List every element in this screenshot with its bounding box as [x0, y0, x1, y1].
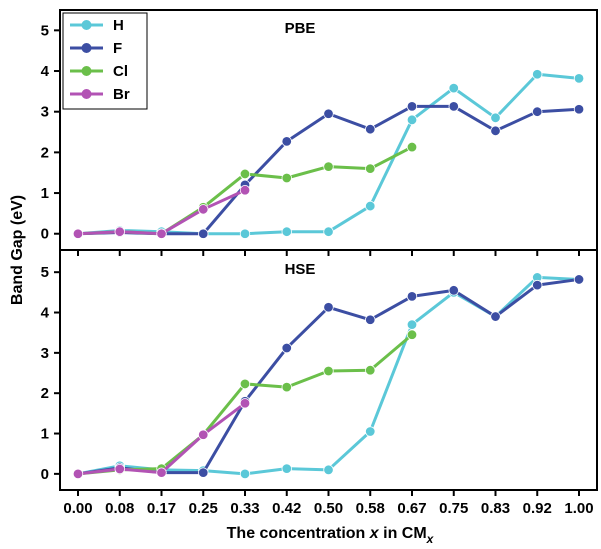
y-tick-label: 4 — [41, 63, 50, 80]
data-point-h — [365, 200, 376, 212]
data-point-cl — [239, 378, 251, 390]
legend-marker — [81, 89, 92, 99]
data-point-h — [490, 112, 501, 123]
y-tick-label: 5 — [41, 264, 49, 281]
data-point-h — [365, 426, 376, 437]
data-point-f — [281, 136, 292, 147]
data-point-br — [156, 467, 167, 478]
data-point-f — [448, 101, 459, 112]
data-point-cl — [323, 365, 334, 377]
data-point-br — [239, 398, 251, 409]
legend-marker — [81, 20, 92, 30]
data-point-f — [198, 228, 209, 239]
series-line-h — [77, 72, 580, 236]
y-tick-label: 1 — [41, 426, 49, 443]
data-point-f — [281, 342, 292, 354]
panel-title: HSE — [285, 261, 316, 278]
data-point-f — [532, 279, 543, 291]
data-point-br — [156, 228, 167, 239]
x-tick-label: 1.00 — [564, 500, 593, 517]
data-point-h — [406, 319, 418, 330]
data-point-h — [448, 82, 459, 94]
legend-marker — [81, 43, 92, 53]
x-axis-label-variable: x — [369, 525, 380, 542]
data-point-f — [323, 108, 334, 119]
data-point-f — [365, 123, 376, 135]
data-point-br — [72, 228, 84, 239]
y-tick-label: 0 — [41, 466, 49, 483]
x-tick-label: 0.50 — [314, 500, 343, 517]
y-axis-label: Band Gap (eV) — [9, 195, 26, 305]
data-point-cl — [281, 172, 292, 184]
legend-label: Br — [113, 86, 130, 103]
data-point-br — [198, 429, 209, 440]
data-point-cl — [323, 161, 334, 172]
data-point-f — [323, 302, 334, 313]
data-point-cl — [406, 329, 418, 340]
data-point-br — [239, 185, 251, 196]
data-point-cl — [406, 141, 418, 153]
x-tick-label: 0.58 — [356, 500, 385, 517]
data-point-br — [72, 468, 84, 480]
y-tick-label: 3 — [41, 104, 49, 121]
data-point-f — [490, 125, 501, 137]
y-tick-label: 1 — [41, 185, 49, 202]
data-point-h — [573, 73, 585, 84]
data-point-f — [532, 106, 543, 117]
x-axis-label-middle: in CM — [379, 525, 427, 542]
x-tick-label: 0.00 — [63, 500, 92, 517]
x-axis-label-prefix: The concentration — [227, 525, 370, 542]
y-tick-label: 4 — [41, 305, 50, 322]
data-point-cl — [365, 163, 376, 174]
x-tick-label: 0.33 — [230, 500, 259, 517]
x-axis-label: The concentration x in CMx — [227, 525, 435, 544]
data-point-br — [114, 463, 125, 475]
data-point-br — [114, 226, 125, 237]
legend-marker — [81, 66, 92, 76]
data-point-f — [406, 291, 418, 302]
y-tick-label: 5 — [41, 22, 49, 39]
y-tick-label: 2 — [41, 385, 49, 402]
data-point-cl — [239, 168, 251, 180]
data-point-h — [323, 226, 334, 237]
data-point-h — [239, 468, 251, 480]
legend-label: F — [113, 40, 122, 57]
x-tick-label: 0.75 — [439, 500, 468, 517]
data-point-f — [365, 314, 376, 325]
data-point-f — [490, 311, 501, 322]
y-tick-label: 0 — [41, 226, 49, 243]
x-tick-label: 0.08 — [105, 500, 134, 517]
legend-label: Cl — [113, 63, 128, 80]
data-point-h — [323, 464, 334, 476]
x-tick-label: 0.17 — [147, 500, 176, 517]
data-point-f — [573, 274, 585, 285]
data-point-f — [448, 285, 459, 296]
legend: HF Cl Br — [62, 12, 148, 110]
panel-title: PBE — [285, 20, 316, 37]
data-point-cl — [281, 381, 292, 393]
data-point-f — [573, 104, 585, 115]
data-point-br — [198, 204, 209, 215]
data-point-h — [239, 228, 251, 239]
panel-pbe: 0 1 2 3 4 5 PBE — [41, 9, 598, 256]
x-tick-label: 0.25 — [189, 500, 218, 517]
x-tick-label: 0.42 — [272, 500, 301, 517]
data-point-h — [281, 463, 292, 474]
x-tick-label: 0.83 — [481, 500, 510, 517]
data-point-h — [281, 226, 292, 237]
y-tick-label: 3 — [41, 345, 49, 362]
data-point-h — [406, 114, 418, 126]
data-point-cl — [365, 365, 376, 376]
legend-label: H — [113, 17, 124, 34]
x-axis-label-subscript: x — [426, 532, 435, 544]
y-tick-label: 2 — [41, 144, 49, 161]
x-tick-label: 0.67 — [397, 500, 426, 517]
panel-hse: 0 1 2 3 4 5 0.00 0.08 0.17 0.25 0.33 0.42 0.50 0.58 0.… — [41, 249, 598, 517]
data-point-f — [198, 467, 209, 478]
x-tick-label: 0.92 — [523, 500, 552, 517]
data-point-h — [532, 69, 543, 80]
data-point-f — [406, 101, 418, 112]
